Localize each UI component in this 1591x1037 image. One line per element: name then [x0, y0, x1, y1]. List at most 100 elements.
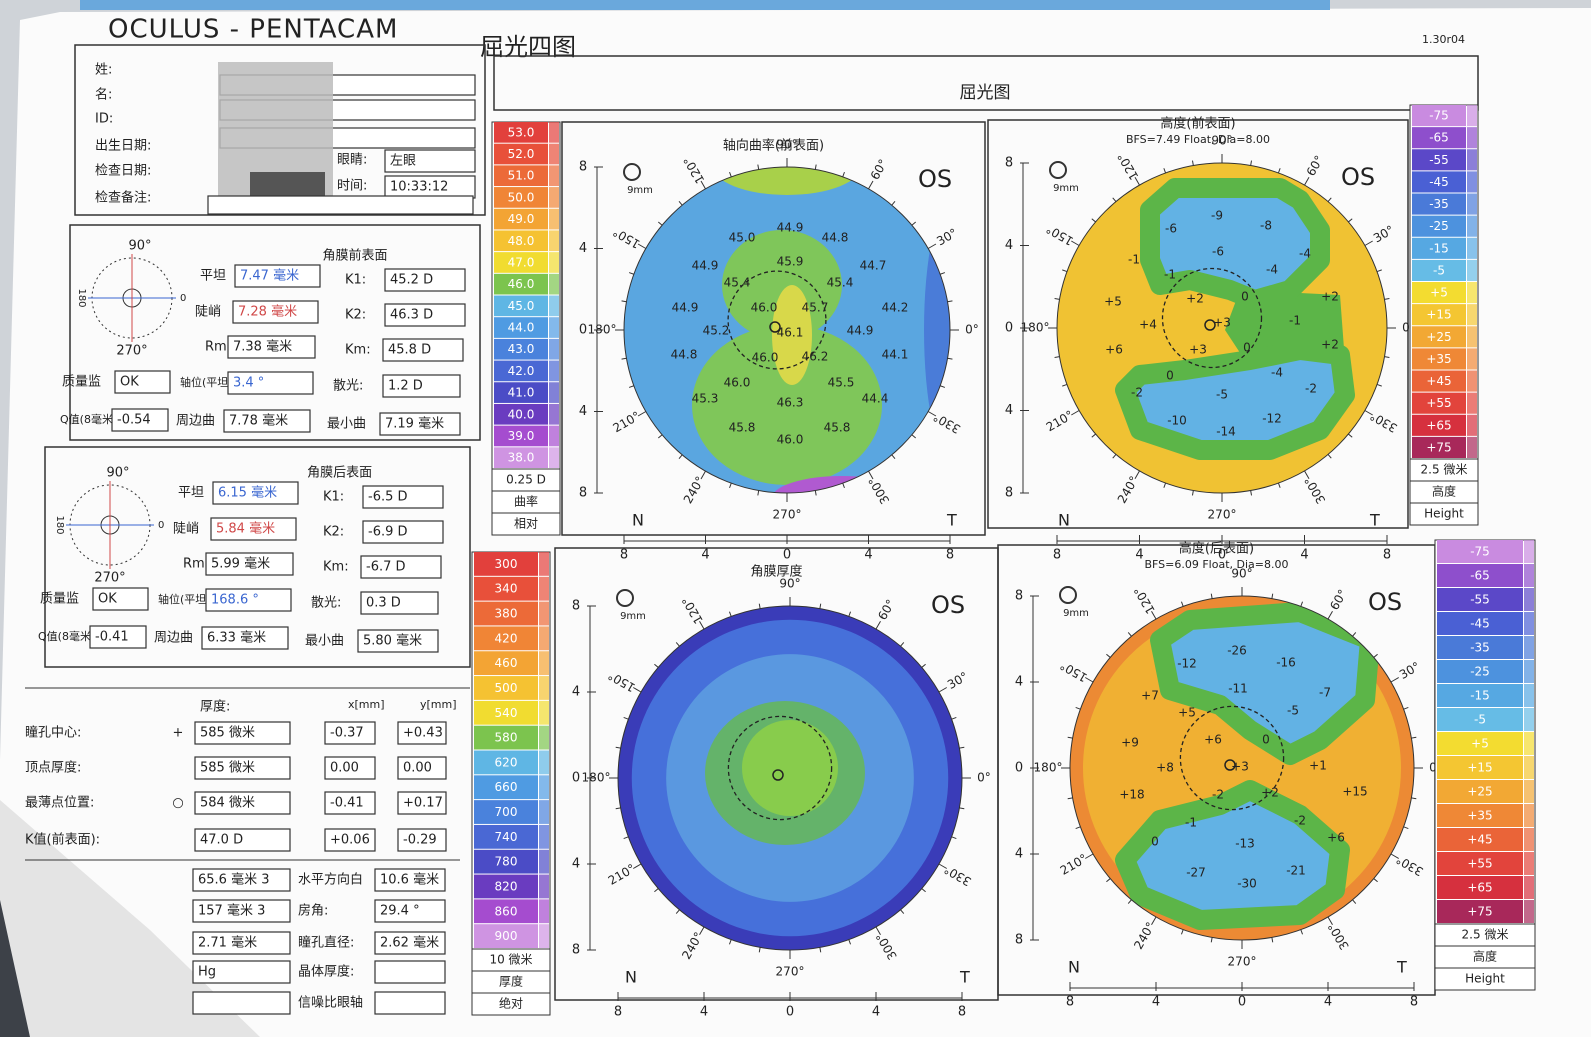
field-value: 5.80 毫米 — [363, 633, 422, 649]
scale-label: +15 — [1426, 308, 1451, 322]
scale-hatch — [1467, 215, 1477, 237]
nasal-label: N — [1068, 958, 1080, 977]
y-tick-label: 8 — [572, 599, 580, 614]
map-title: 角膜厚度 — [750, 564, 802, 580]
map-value: -4 — [1299, 247, 1311, 261]
rim-tick — [1348, 218, 1353, 223]
rim-tick — [921, 888, 926, 893]
temporal-label: T — [946, 511, 957, 530]
rim-tick — [1071, 410, 1080, 416]
x-tick-label: 4 — [700, 1005, 708, 1020]
scale-cell — [494, 273, 548, 295]
x-tick-label: 0 — [1238, 995, 1246, 1010]
scale-hatch — [1467, 259, 1477, 281]
rim-tick — [1112, 197, 1117, 202]
scale-hatch — [1467, 149, 1477, 171]
map-value: +2 — [1321, 290, 1339, 304]
map-value: 45.9 — [777, 255, 804, 269]
scale-hatch — [1524, 852, 1534, 875]
rim-tick — [1112, 454, 1117, 459]
scale-cell — [494, 165, 548, 187]
rim-tick — [757, 490, 760, 496]
rim-tick — [1151, 916, 1157, 926]
scale-cell — [474, 750, 538, 775]
map-region — [772, 285, 812, 385]
scale-cell — [494, 230, 548, 252]
rim-tick — [699, 620, 705, 630]
map-value: +15 — [1342, 785, 1367, 799]
scale-label: +75 — [1467, 905, 1492, 919]
rim-tick — [678, 200, 683, 206]
rim-tick — [927, 243, 937, 249]
scale-hatch — [539, 725, 549, 750]
value-box — [324, 721, 376, 745]
scale-hatch — [549, 122, 559, 143]
rim-tick — [1084, 677, 1094, 683]
scale-cell — [1412, 105, 1466, 127]
rim-tick — [678, 454, 683, 460]
field-label: Rm: — [183, 557, 209, 572]
map-value: -16 — [1276, 656, 1296, 670]
map-value: -12 — [1262, 412, 1282, 426]
scale-footer: 2.5 微米 — [1421, 463, 1468, 477]
rim-tick — [758, 947, 761, 953]
rim-tick — [675, 642, 680, 647]
map-value: 46.0 — [777, 433, 804, 447]
field-label: K2: — [323, 525, 344, 540]
scale-cell — [1412, 392, 1466, 414]
field-label: 质量监 — [62, 375, 101, 390]
scale-cell — [1412, 193, 1466, 215]
rim-tick — [842, 482, 845, 489]
row-label: 瞳孔直径: — [298, 936, 354, 951]
value-box — [192, 899, 291, 923]
scale-footer: 0.25 D — [506, 473, 546, 487]
value: +0.43 — [403, 726, 443, 741]
map-value: 45.0 — [729, 231, 756, 245]
x-tick-label: 8 — [620, 548, 628, 563]
scale-cell — [474, 924, 538, 948]
scale-cell — [474, 725, 538, 750]
scale-label: 47.0 — [508, 255, 535, 269]
angle-label: 0° — [977, 771, 991, 785]
field-box — [205, 552, 294, 576]
field-label: 散光: — [311, 596, 341, 611]
rim-tick — [900, 642, 905, 647]
map-value: 44.8 — [822, 231, 849, 245]
dial-label: 180 — [76, 288, 87, 307]
scale-label: -5 — [1474, 713, 1486, 727]
map-value: 45.8 — [824, 421, 851, 435]
value: Hg — [198, 965, 216, 980]
rim-tick — [947, 357, 953, 360]
rim-tick — [1376, 383, 1382, 387]
scale-hatch — [539, 651, 549, 676]
value-box — [374, 960, 446, 984]
scale-label: +35 — [1467, 809, 1492, 823]
scale-cell — [1437, 660, 1523, 683]
map-region — [742, 720, 838, 816]
field-value: 7.47 毫米 — [240, 268, 299, 284]
scale-cell — [474, 552, 538, 576]
map-value: -10 — [1167, 414, 1187, 428]
rim-tick — [1151, 610, 1157, 620]
rim-tick — [1364, 410, 1373, 416]
map-value: +2 — [1186, 292, 1204, 306]
rim-tick — [1411, 797, 1417, 800]
row-label: 房角: — [298, 903, 328, 919]
scale-label: 49.0 — [508, 212, 535, 226]
map-region — [1115, 780, 1350, 930]
scale-cell — [494, 122, 548, 143]
field-value: 3.4 ° — [233, 376, 264, 391]
angle-label: 180° — [1034, 761, 1063, 775]
map-value: +6 — [1204, 733, 1222, 747]
rim-tick — [848, 611, 852, 617]
value-box — [192, 931, 291, 955]
x-tick-label: 8 — [1410, 995, 1418, 1010]
y-tick-label: 0 — [1015, 761, 1023, 776]
value-box — [192, 960, 291, 984]
value-box — [374, 899, 446, 923]
rim-tick — [700, 470, 706, 480]
scale-footer: 高度 — [1432, 484, 1456, 499]
field-label: Km: — [323, 560, 349, 575]
x-tick-label: 8 — [1053, 548, 1061, 563]
x-tick-label: 8 — [1383, 548, 1391, 563]
